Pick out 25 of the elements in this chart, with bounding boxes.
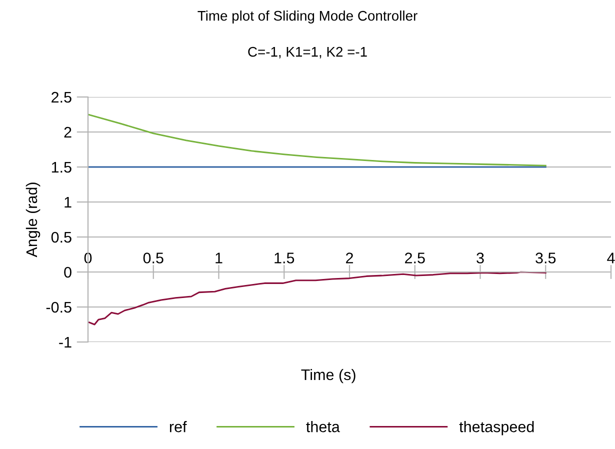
x-tick-label: 1.5	[274, 252, 294, 264]
x-tick-label: 4	[607, 252, 615, 264]
legend-label: ref	[170, 421, 187, 432]
y-tick-label: 0.5	[51, 232, 72, 243]
x-tick-label: 0.5	[143, 252, 164, 264]
x-tick-label: 3.5	[536, 252, 556, 264]
y-tick-label: 1	[64, 197, 72, 208]
y-tick-label: -0.5	[46, 302, 72, 313]
legend-label: theta	[306, 421, 340, 432]
chart-subtitle: C=-1, K1=1, K2 =-1	[248, 46, 367, 58]
x-tick-label: 3	[476, 252, 484, 264]
line-series	[88, 271, 546, 326]
y-axis-title: Angle (rad)	[26, 182, 40, 258]
y-tick-label: 2	[64, 126, 72, 138]
line-series	[88, 114, 546, 166]
y-tick-label: 0	[64, 266, 72, 278]
chart-title: Time plot of Sliding Mode Controller	[198, 10, 418, 24]
y-tick-label: 2.5	[52, 92, 72, 103]
y-tick-label: 1.5	[52, 162, 72, 173]
x-axis-title: Time (s)	[301, 368, 356, 384]
x-tick-label: 2	[346, 252, 353, 264]
legend-label: thetaspeed	[459, 421, 534, 436]
x-tick-label: 2.5	[405, 252, 425, 264]
x-tick-label: 1	[216, 252, 222, 264]
y-tick-label: -1	[59, 337, 72, 348]
